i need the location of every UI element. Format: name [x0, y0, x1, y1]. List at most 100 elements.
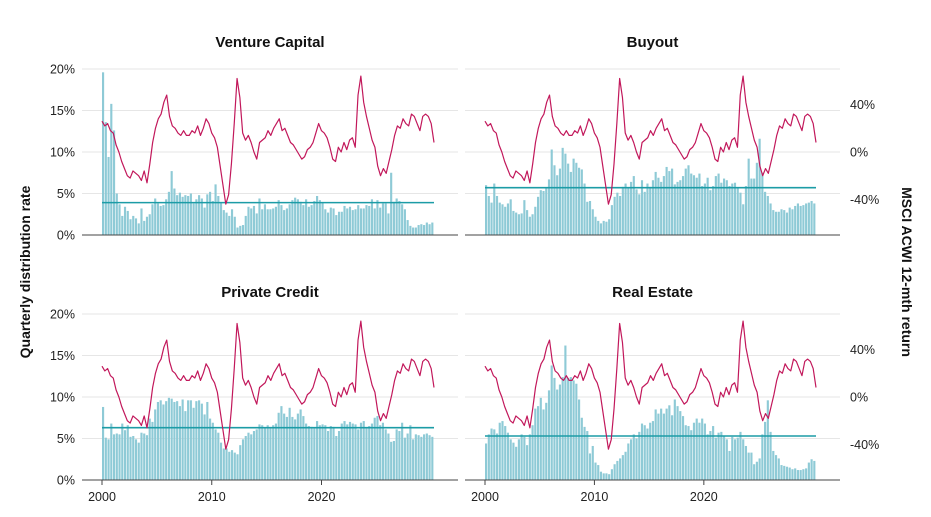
bar	[654, 171, 657, 235]
bar	[148, 214, 151, 235]
bar	[506, 432, 510, 480]
bar	[326, 431, 330, 480]
bar	[244, 215, 247, 235]
bar	[774, 455, 778, 480]
bar	[151, 421, 154, 480]
bar	[766, 400, 769, 480]
bar	[335, 215, 338, 235]
bar	[261, 209, 264, 235]
bar	[725, 180, 728, 235]
bar	[605, 221, 608, 235]
y-tick-label: 15%	[50, 104, 75, 118]
bar	[132, 215, 135, 235]
bar	[326, 212, 330, 235]
bar	[250, 434, 253, 480]
bar	[365, 205, 368, 235]
bar	[252, 431, 256, 480]
bar	[165, 199, 168, 235]
bar	[140, 432, 143, 480]
bar	[222, 210, 225, 235]
bar	[302, 416, 305, 480]
bar	[578, 167, 581, 235]
bar	[649, 422, 652, 480]
bar	[668, 171, 671, 235]
bar	[288, 204, 291, 235]
bar	[684, 168, 687, 235]
bar	[305, 199, 308, 235]
bar	[662, 176, 665, 235]
bar	[274, 206, 277, 235]
bar	[335, 436, 338, 480]
bar	[354, 209, 357, 235]
y-tick-label: 15%	[50, 349, 75, 363]
bar	[791, 209, 794, 235]
bar	[258, 198, 261, 235]
bar	[239, 445, 242, 480]
bar	[627, 443, 630, 480]
bar	[337, 431, 341, 480]
bar	[313, 428, 316, 480]
bar	[173, 188, 176, 235]
bar	[165, 401, 168, 480]
bar	[209, 418, 212, 480]
y2-tick-label: -40%	[850, 193, 879, 207]
y-tick-label: 0%	[57, 474, 75, 488]
bar	[788, 207, 791, 235]
bar	[184, 411, 187, 480]
bar	[597, 465, 600, 480]
bar	[676, 406, 679, 480]
bar	[671, 168, 674, 235]
bar	[561, 377, 564, 480]
bar	[420, 436, 423, 480]
bar	[431, 436, 434, 480]
bar	[362, 421, 365, 480]
bar	[553, 377, 556, 480]
panel-title: Buyout	[627, 34, 679, 51]
bar	[414, 227, 417, 235]
y2-axis-title: MSCI ACWI 12-mth return	[899, 187, 915, 357]
bar	[288, 407, 291, 480]
bar	[545, 402, 548, 480]
y-tick-label: 0%	[57, 229, 75, 243]
bar	[272, 208, 275, 235]
bar	[236, 227, 239, 235]
bar	[504, 206, 507, 235]
bar	[277, 200, 280, 235]
bar	[214, 429, 217, 480]
bar	[403, 437, 406, 480]
bar	[324, 425, 327, 480]
bar	[230, 450, 234, 480]
bar	[695, 418, 698, 480]
bar	[294, 419, 297, 480]
bar	[307, 426, 310, 480]
bar	[810, 200, 813, 235]
bar	[485, 443, 488, 480]
bar	[753, 178, 756, 235]
bar	[143, 433, 146, 480]
bar	[556, 175, 559, 235]
bar	[398, 431, 401, 480]
y-tick-label: 20%	[50, 308, 75, 322]
bar	[392, 201, 395, 235]
bar	[167, 191, 170, 235]
bar	[539, 190, 542, 235]
bar	[714, 437, 717, 480]
bar	[545, 187, 548, 235]
bar	[755, 461, 758, 480]
msci-return-line	[484, 320, 817, 450]
bar	[495, 433, 499, 480]
bar	[575, 383, 578, 480]
bar	[359, 422, 363, 480]
bar	[294, 197, 297, 235]
bar	[709, 431, 712, 480]
bar	[599, 471, 603, 480]
bar	[277, 412, 280, 480]
y2-tick-label: -40%	[850, 438, 879, 452]
bar	[785, 466, 789, 480]
bar	[594, 216, 597, 235]
bar	[777, 458, 780, 480]
bar	[572, 158, 575, 235]
bar	[102, 72, 105, 235]
bar	[583, 426, 586, 480]
